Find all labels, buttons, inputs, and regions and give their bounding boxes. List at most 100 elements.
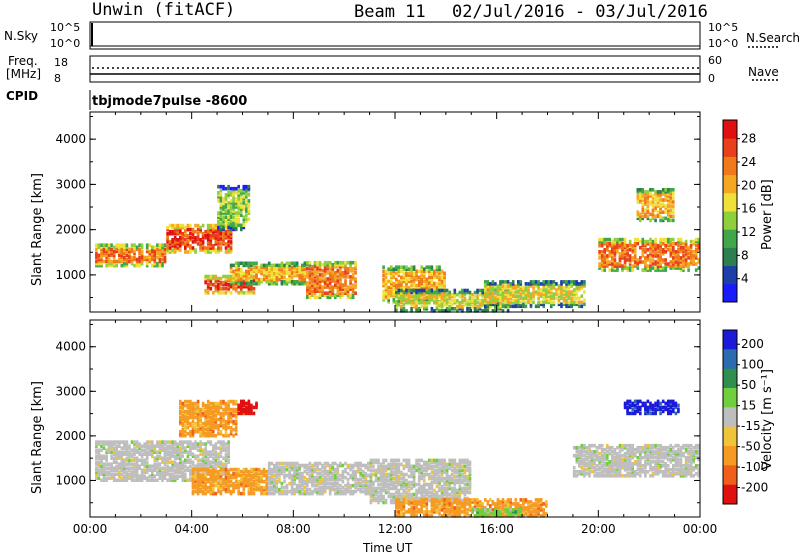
echo-cell [512,305,515,309]
echo-cell [227,434,230,438]
echo-cell [230,400,233,404]
echo-cell [273,474,276,478]
echo-cell [265,280,268,284]
echo-cell [354,482,357,486]
echo-cell [243,492,246,496]
echo-cell [184,434,187,438]
echo-cell [639,188,642,192]
echo-cell [642,215,645,219]
echo-cell [204,492,207,496]
echo-cell [192,452,195,456]
echo-cell [230,412,233,416]
echo-cell [118,470,121,474]
echo-cell [103,454,106,458]
echo-cell [497,284,500,288]
echo-cell [212,456,215,460]
echo-cell [131,458,134,462]
echo-cell [426,265,429,269]
echo-cell [220,468,223,472]
echo-cell [337,482,340,486]
echo-cell [225,462,228,466]
echo-cell [95,252,98,256]
echo-cell [304,470,307,474]
echo-cell [131,466,134,470]
echo-cell [662,217,665,221]
echo-cell [115,243,118,247]
echo-cell [359,482,362,486]
echo-cell [159,440,162,444]
echo-cell [614,258,617,262]
echo-cell [377,495,380,499]
echo-cell [664,217,667,221]
echo-cell [354,271,357,275]
echo-cell [243,262,246,266]
echo-cell [349,474,352,478]
echo-cell [207,468,210,472]
echo-cell [672,196,675,200]
echo-cell [405,483,408,487]
echo-cell [662,238,665,242]
echo-cell [194,236,197,240]
echo-cell [237,211,240,215]
echo-cell [385,465,388,469]
echo-cell [418,270,421,274]
echo-cell [644,213,647,217]
echo-cell [664,258,667,262]
echo-cell [400,493,403,497]
echo-cell [215,275,218,279]
echo-cell [182,414,185,418]
echo-cell [296,280,299,284]
echo-cell [349,261,352,265]
echo-cell [227,275,230,279]
echo-cell [553,280,556,284]
echo-cell [215,248,218,252]
echo-cell [100,464,103,468]
echo-cell [398,463,401,467]
echo-cell [288,482,291,486]
echo-cell [212,283,215,287]
echo-cell [187,440,190,444]
echo-cell [413,265,416,269]
echo-cell [207,440,210,444]
echo-cell [210,432,213,436]
echo-cell [555,292,558,296]
echo-cell [357,462,360,466]
echo-cell [204,246,207,250]
echo-cell [138,450,141,454]
echo-cell [293,262,296,266]
echo-cell [654,196,657,200]
echo-cell [548,298,551,302]
echo-cell [692,240,695,244]
echo-cell [471,305,474,309]
echo-cell [489,282,492,286]
echo-cell [390,487,393,491]
echo-cell [319,480,322,484]
echo-cell [405,278,408,282]
echo-cell [555,282,558,286]
echo-cell [601,268,604,272]
echo-cell [156,454,159,458]
echo-cell [204,410,207,414]
echo-cell [105,243,108,247]
echo-cell [326,291,329,295]
echo-cell [194,484,197,488]
echo-cell [420,278,423,282]
echo-cell [215,414,218,418]
echo-cell [296,268,299,272]
echo-cell [393,298,396,302]
echo-cell [492,280,495,284]
echo-cell [263,486,266,490]
echo-cell [222,205,225,209]
echo-cell [570,290,573,294]
echo-cell [644,256,647,260]
echo-cell [319,293,322,297]
echo-cell [133,250,136,254]
echo-cell [113,472,116,476]
echo-cell [192,424,195,428]
echo-cell [235,484,238,488]
echo-cell [199,458,202,462]
echo-cell [395,491,398,495]
echo-cell [387,463,390,467]
echo-cell [202,240,205,244]
